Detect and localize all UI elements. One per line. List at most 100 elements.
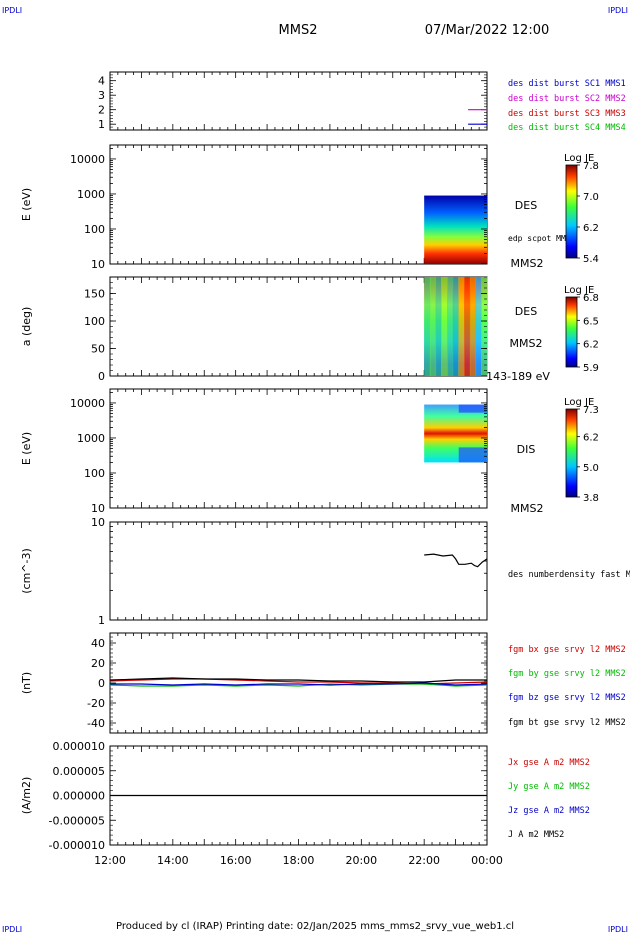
legend-entry: fgm bx gse srvy l2 MMS2 bbox=[508, 645, 626, 655]
spectrogram-strip bbox=[458, 447, 487, 463]
corner-br-label: IPDLI bbox=[608, 925, 628, 934]
side-label: edp scpot MMS2 bbox=[508, 234, 576, 243]
colorbar-title: Log JE bbox=[564, 153, 594, 164]
y-tick-label: 100 bbox=[84, 223, 105, 236]
y-tick-label: 0.000005 bbox=[53, 765, 106, 778]
colorbar: Log JE7.3 6.2 5.0 3.8 bbox=[564, 397, 599, 504]
footer-text: Produced by cl (IRAP) Printing date: 02/… bbox=[116, 921, 514, 932]
legend-entry: fgm by gse srvy l2 MMS2 bbox=[508, 669, 626, 679]
colorbar-gradient bbox=[565, 408, 578, 498]
y-tick-label: 10 bbox=[91, 516, 105, 529]
series-line bbox=[109, 683, 488, 687]
side-label: MMS2 bbox=[511, 257, 544, 270]
spectrogram-strip bbox=[475, 277, 482, 376]
x-tick-label: 22:00 bbox=[408, 854, 440, 867]
panel-6: -40 -20 0 20 40 (nT) fgm bx gse srvy l2 MMS2 fg… bbox=[20, 632, 626, 734]
legend-entry: Jz gse A m2 MMS2 bbox=[508, 806, 590, 816]
x-tick-label: 00:00 bbox=[471, 854, 503, 867]
y-tick-label: -40 bbox=[87, 717, 105, 730]
side-label: MMS2 bbox=[510, 337, 543, 350]
corner-tl-label: IPDLI bbox=[2, 6, 22, 15]
y-axis-label: E (eV) bbox=[20, 188, 33, 221]
y-tick-label: 1 bbox=[98, 614, 105, 627]
y-tick-label: 20 bbox=[91, 657, 105, 670]
y-tick-label: 1000 bbox=[77, 188, 105, 201]
side-label: 143-189 eV bbox=[486, 370, 550, 383]
panel-1: 12 34 des dist burst SC1 MMS1 des dist burs… bbox=[98, 71, 626, 133]
y-tick-label: 10 bbox=[91, 502, 105, 515]
legend-entry: des dist burst SC1 MMS1 bbox=[508, 79, 626, 89]
x-tick-label: 20:00 bbox=[345, 854, 377, 867]
y-tick-label: 10000 bbox=[70, 397, 105, 410]
colorbar-title: Log JE bbox=[564, 397, 594, 408]
colorbar-tick-label: 6.2 bbox=[583, 340, 599, 351]
colorbar-tick-label: 5.4 bbox=[583, 254, 599, 265]
corner-tr-label: IPDLI bbox=[608, 6, 628, 15]
series-line bbox=[109, 677, 487, 683]
legend-entry: fgm bt gse srvy l2 MMS2 bbox=[508, 718, 626, 728]
side-label: DES bbox=[515, 305, 537, 318]
panel-2: 10 100 1000 10000 E (eV) DES edp scpot MMS2 MMS… bbox=[20, 144, 599, 271]
y-axis-label: (A/m2) bbox=[20, 777, 33, 815]
y-tick-label: 0.000000 bbox=[53, 790, 106, 803]
legend-entry: des numberdensity fast M bbox=[508, 570, 630, 580]
y-tick-label: -20 bbox=[87, 697, 105, 710]
colorbar-tick-label: 7.3 bbox=[583, 405, 599, 416]
y-tick-label: 10 bbox=[91, 258, 105, 271]
spectrogram-strip bbox=[424, 277, 431, 376]
y-tick-label: 100 bbox=[84, 315, 105, 328]
colorbar-tick-label: 6.2 bbox=[583, 433, 599, 444]
colorbar-tick-label: 5.9 bbox=[583, 363, 599, 374]
spectrogram-strip bbox=[464, 277, 471, 376]
colorbar-title: Log JE bbox=[564, 285, 594, 296]
colorbar-tick-label: 6.2 bbox=[583, 223, 599, 234]
y-tick-label: 50 bbox=[91, 343, 105, 356]
spectrogram-strip bbox=[458, 404, 487, 413]
legend-entry: fgm bz gse srvy l2 MMS2 bbox=[508, 693, 626, 703]
legend-entry: Jy gse A m2 MMS2 bbox=[508, 782, 590, 792]
spacecraft-title: MMS2 bbox=[279, 23, 318, 38]
colorbar-tick-label: 6.5 bbox=[583, 316, 599, 327]
side-label: MMS2 bbox=[511, 502, 544, 515]
colorbar: Log JE7.8 7.0 6.2 5.4 bbox=[564, 153, 599, 265]
series-line bbox=[110, 682, 488, 686]
y-tick-label: -0.000010 bbox=[49, 839, 105, 852]
panel-4: 10 100 1000 10000 E (eV) DIS MMS2 Log JE7.3 6.2 5… bbox=[20, 388, 599, 515]
y-axis-label: a (deg) bbox=[20, 307, 33, 347]
spectrogram-strip bbox=[435, 277, 442, 376]
y-tick-label: 4 bbox=[98, 75, 105, 88]
y-tick-label: 2 bbox=[98, 104, 105, 117]
panel-frame bbox=[109, 521, 488, 621]
y-tick-label: 0.000010 bbox=[53, 740, 106, 753]
y-tick-label: 150 bbox=[84, 288, 105, 301]
side-label: DES bbox=[515, 199, 537, 212]
colorbar-tick-label: 5.0 bbox=[583, 463, 599, 474]
y-tick-label: -0.000005 bbox=[49, 814, 105, 827]
x-tick-label: 14:00 bbox=[157, 854, 189, 867]
spectrogram-block bbox=[424, 195, 487, 264]
corner-bl-label: IPDLI bbox=[2, 925, 22, 934]
colorbar-tick-label: 7.8 bbox=[583, 161, 599, 172]
y-tick-label: 10000 bbox=[70, 153, 105, 166]
colorbar-tick-label: 6.8 bbox=[583, 293, 599, 304]
spectrogram-strip bbox=[458, 277, 465, 376]
series-line bbox=[424, 553, 488, 568]
y-tick-label: 1 bbox=[98, 118, 105, 131]
legend-entry: des dist burst SC4 MMS4 bbox=[508, 123, 626, 133]
legend-entry: des dist burst SC2 MMS2 bbox=[508, 94, 626, 104]
colorbar-tick-label: 3.8 bbox=[583, 493, 599, 504]
y-tick-label: 0 bbox=[98, 677, 105, 690]
time-axis: 12:00 14:00 16:00 18:00 20:00 22:00 00:00 bbox=[94, 854, 503, 867]
x-tick-label: 18:00 bbox=[283, 854, 315, 867]
legend-entry: des dist burst SC3 MMS3 bbox=[508, 109, 626, 119]
y-tick-label: 40 bbox=[91, 637, 105, 650]
colorbar-tick-label: 7.0 bbox=[583, 192, 599, 203]
y-axis-label: E (eV) bbox=[20, 432, 33, 465]
y-tick-label: 0 bbox=[98, 370, 105, 383]
y-tick-label: 1000 bbox=[77, 432, 105, 445]
panel-7: -0.000010 -0.000005 0.000000 0.000005 0.0000… bbox=[20, 740, 590, 852]
legend-entry: J A m2 MMS2 bbox=[508, 830, 564, 840]
